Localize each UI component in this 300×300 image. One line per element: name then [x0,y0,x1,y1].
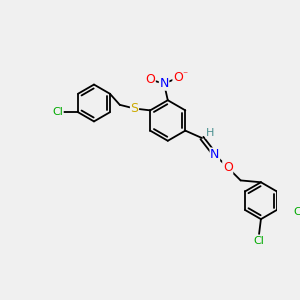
Text: H: H [206,128,214,138]
Text: O: O [145,73,155,85]
Text: S: S [130,102,139,115]
Text: Cl: Cl [254,236,265,246]
Text: Cl: Cl [52,107,63,117]
Text: Cl: Cl [294,207,300,217]
Text: N: N [210,148,220,161]
Text: ⁻: ⁻ [183,70,188,80]
Text: N: N [159,77,169,90]
Text: O: O [173,71,183,84]
Text: O: O [223,161,233,174]
